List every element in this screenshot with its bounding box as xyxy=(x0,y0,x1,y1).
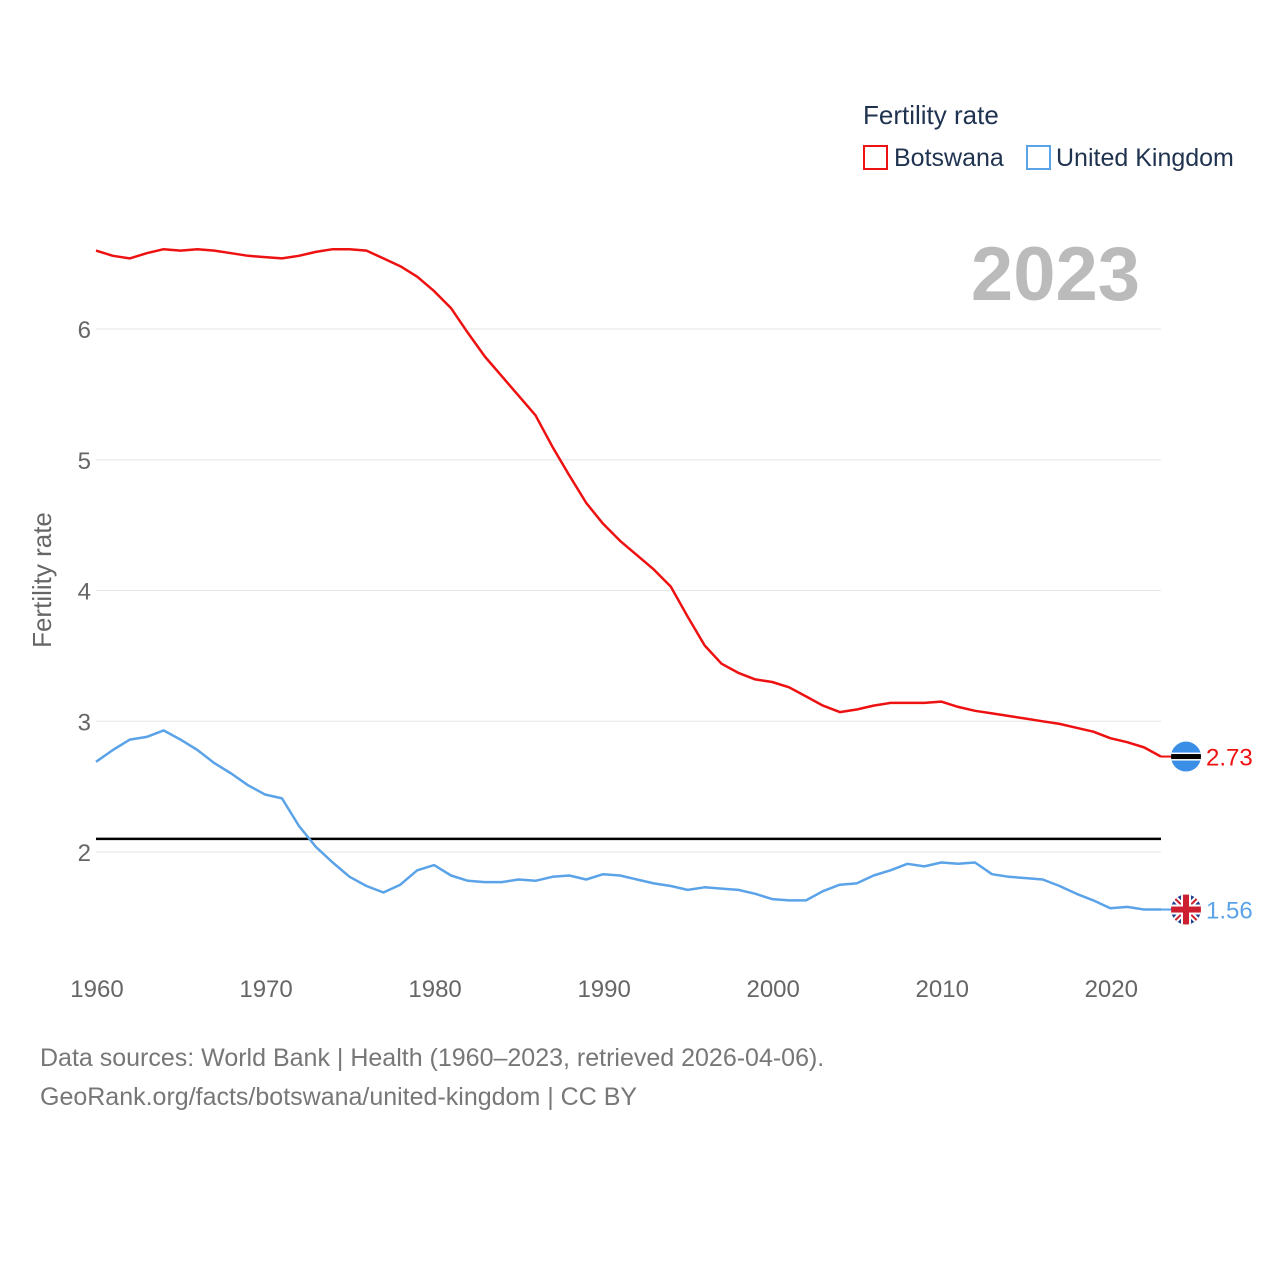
y-tick-label: 3 xyxy=(78,709,91,736)
legend-swatch-united-kingdom xyxy=(1026,145,1051,170)
x-tick-label: 2020 xyxy=(1085,976,1138,1003)
x-tick-label: 1970 xyxy=(239,976,292,1003)
gridlines xyxy=(96,328,1161,853)
x-tick-label: 1960 xyxy=(70,976,123,1003)
series-end-markers: 2.73 1.56 xyxy=(1161,741,1253,925)
x-tick-label: 1980 xyxy=(408,976,461,1003)
legend-label-botswana: Botswana xyxy=(894,144,1004,172)
united-kingdom-flag-icon xyxy=(1171,894,1201,925)
footer-sources: Data sources: World Bank | Health (1960–… xyxy=(40,1044,825,1072)
x-axis-ticks: 1960 1970 1980 1990 2000 2010 2020 xyxy=(70,976,1138,1003)
x-tick-label: 2010 xyxy=(916,976,969,1003)
current-year-label: 2023 xyxy=(971,232,1140,317)
botswana-flag-icon xyxy=(1171,741,1201,772)
y-axis-label: Fertility rate xyxy=(27,512,57,648)
y-tick-label: 6 xyxy=(78,317,91,344)
y-tick-label: 5 xyxy=(78,448,91,475)
legend-label-united-kingdom: United Kingdom xyxy=(1056,144,1234,172)
series-line-botswana[interactable] xyxy=(95,247,1162,758)
legend-swatch-botswana xyxy=(863,145,888,170)
legend-item-united-kingdom[interactable]: United Kingdom xyxy=(1026,144,1234,172)
legend-title: Fertility rate xyxy=(863,100,999,130)
end-value-label-united-kingdom: 1.56 xyxy=(1206,898,1253,925)
y-tick-label: 2 xyxy=(78,840,91,867)
x-tick-label: 2000 xyxy=(746,976,799,1003)
legend: Fertility rate Botswana United Kingdom xyxy=(863,100,1234,172)
series-line-united-kingdom[interactable] xyxy=(95,729,1161,911)
legend-item-botswana[interactable]: Botswana xyxy=(863,144,1004,172)
x-tick-label: 1990 xyxy=(577,976,630,1003)
footer-attribution: GeoRank.org/facts/botswana/united-kingdo… xyxy=(40,1083,638,1111)
series-lines xyxy=(95,247,1162,911)
y-tick-label: 4 xyxy=(78,579,91,606)
y-axis-ticks: 2 3 4 5 6 xyxy=(78,317,91,867)
end-value-label-botswana: 2.73 xyxy=(1206,745,1253,772)
